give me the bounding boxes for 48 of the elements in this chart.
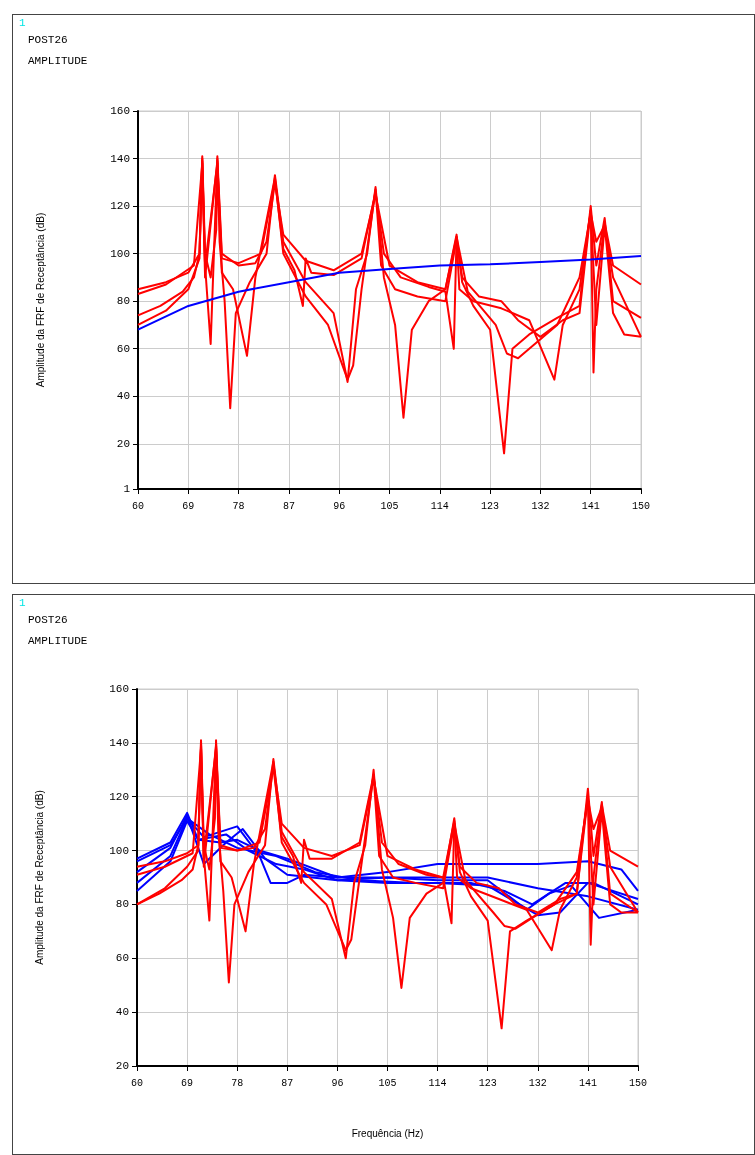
- y-axis-title: Amplitude da FRF de Receptância (dB): [34, 212, 46, 388]
- y-tick-label: 40: [116, 390, 130, 403]
- y-tick-label: 140: [110, 152, 130, 165]
- x-tick-label: 78: [231, 1077, 244, 1089]
- x-tick-label: 150: [631, 500, 651, 512]
- text: 1: [19, 596, 26, 609]
- x-tick-label: 123: [481, 500, 500, 512]
- y-tick-label: 60: [116, 342, 130, 355]
- y-axis-title: Amplitude da FRF de Receptância (dB): [33, 790, 45, 965]
- x-tick-label: 96: [331, 1077, 344, 1089]
- chart-subtitle: AMPLITUDE: [28, 54, 88, 67]
- x-tick-label: 96: [333, 500, 346, 512]
- y-tick-label: 1: [123, 483, 131, 495]
- y-tick-label: 160: [110, 105, 130, 117]
- x-tick-label: 123: [478, 1077, 497, 1089]
- y-tick-label: 120: [110, 200, 130, 213]
- y-tick-label: 20: [116, 437, 130, 450]
- y-tick-label: 100: [110, 247, 130, 260]
- y-tick-label: 100: [109, 844, 129, 857]
- x-tick-label: 141: [578, 1077, 597, 1089]
- chart-subtitle: AMPLITUDE: [28, 634, 88, 647]
- x-tick-label: 105: [380, 500, 399, 512]
- y-tick-label: 80: [115, 898, 129, 911]
- x-tick-label: 60: [131, 500, 145, 512]
- y-tick-label: 60: [115, 952, 129, 965]
- x-tick-label: 87: [281, 1077, 294, 1089]
- x-tick-label: 69: [181, 1077, 194, 1089]
- x-tick-label: 105: [378, 1077, 397, 1089]
- x-axis-title: Frequência (Hz): [351, 1127, 424, 1139]
- y-tick-label: 40: [115, 1006, 129, 1019]
- x-tick-label: 141: [581, 500, 600, 512]
- x-tick-label: 87: [282, 500, 295, 512]
- y-tick-label: 140: [109, 736, 129, 749]
- y-tick-label: 120: [109, 790, 129, 803]
- y-tick-label: 80: [116, 295, 130, 308]
- x-tick-label: 132: [528, 1077, 547, 1089]
- x-tick-label: 114: [430, 500, 449, 512]
- x-tick-label: 132: [531, 500, 550, 512]
- text: POST26: [28, 613, 68, 626]
- x-tick-label: 150: [628, 1077, 648, 1089]
- x-tick-label: 78: [232, 500, 245, 512]
- x-tick-label: 114: [428, 1077, 447, 1089]
- x-tick-label: 69: [182, 500, 195, 512]
- y-tick-label: 20: [115, 1060, 129, 1072]
- text: 1: [19, 16, 26, 29]
- y-tick-label: 160: [109, 683, 129, 695]
- x-tick-label: 60: [130, 1077, 144, 1089]
- text: POST26: [28, 33, 68, 46]
